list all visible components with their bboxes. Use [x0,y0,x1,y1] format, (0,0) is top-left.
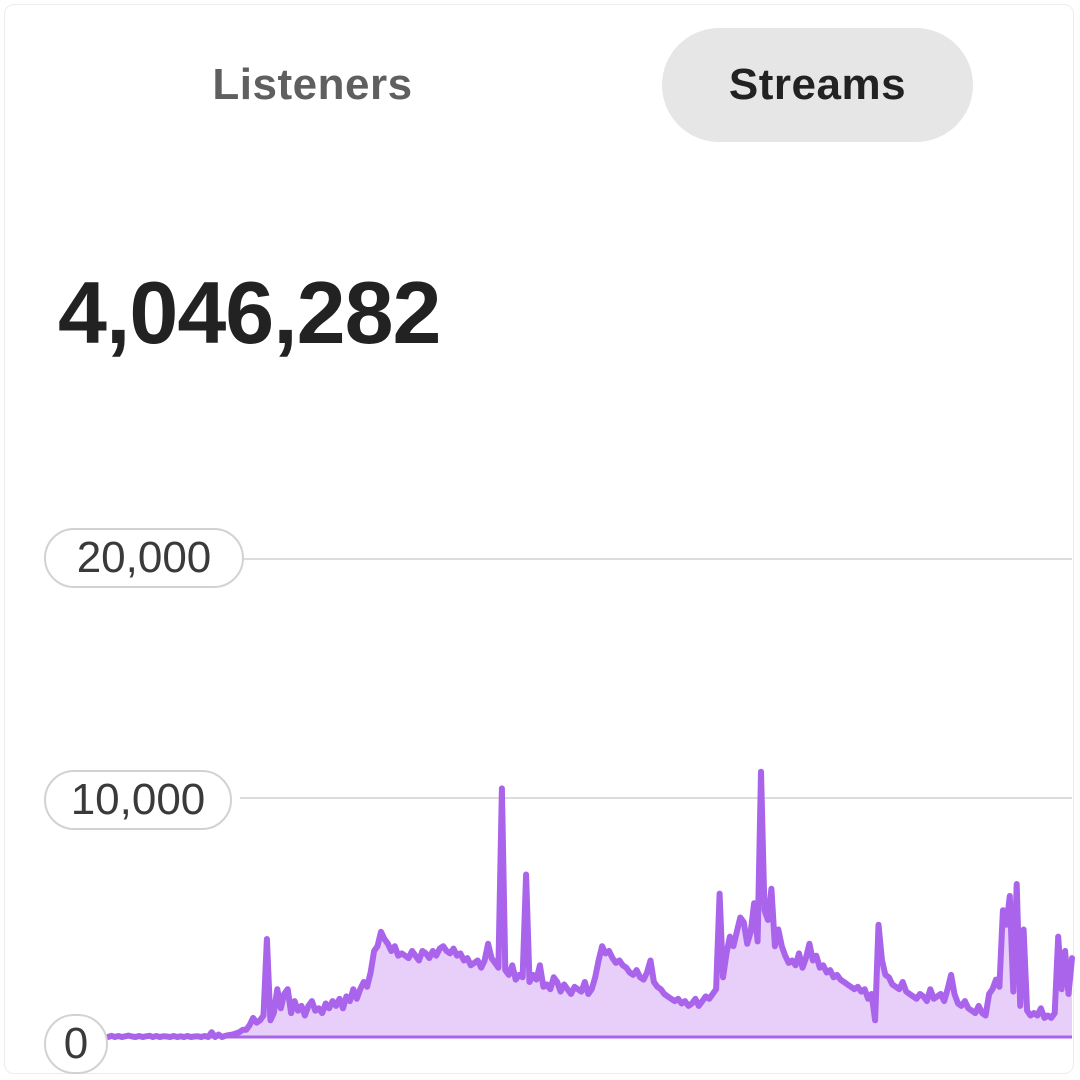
tab-listeners[interactable]: Listeners [212,60,413,109]
y-tick-label: 10,000 [44,770,232,830]
series-line [105,768,1075,1040]
total-streams-value: 4,046,282 [58,263,441,362]
y-tick-label: 0 [44,1014,108,1074]
y-tick-label: 20,000 [44,528,244,588]
tab-streams[interactable]: Streams [662,28,973,142]
metric-tabs: Listeners Streams [0,28,1080,144]
